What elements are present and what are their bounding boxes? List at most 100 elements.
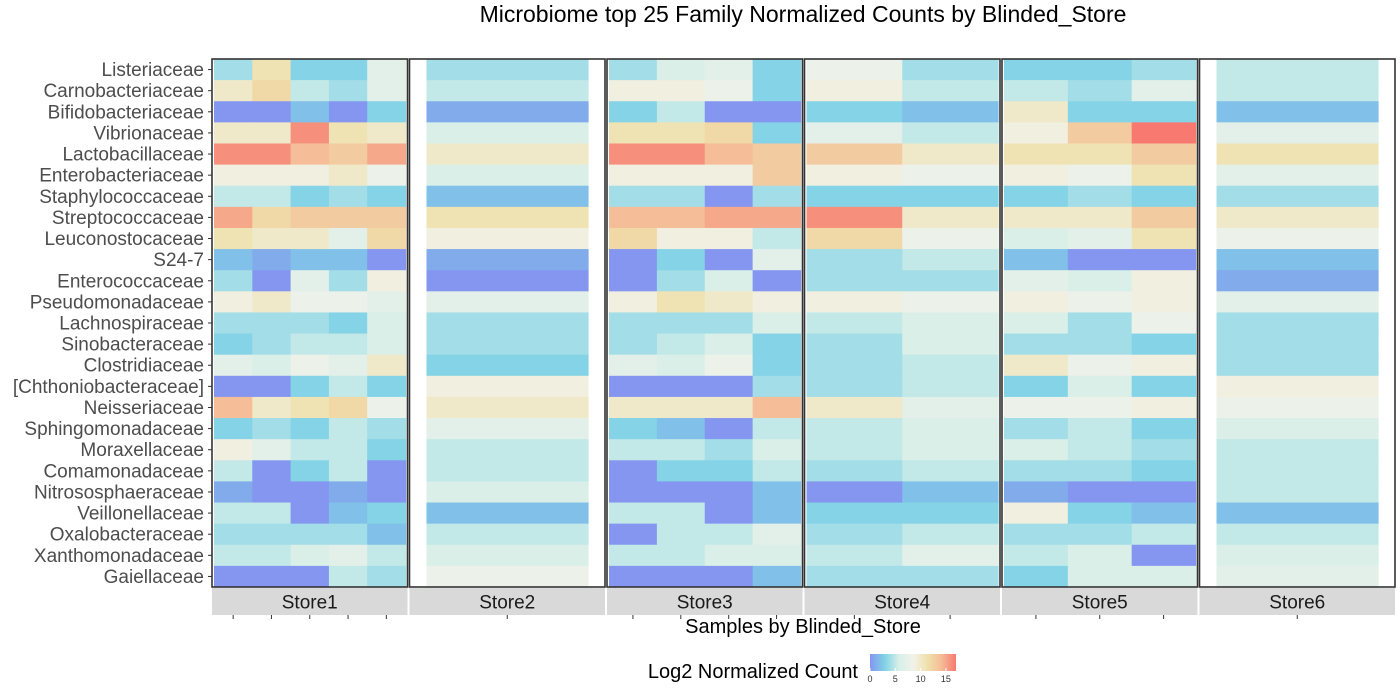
heatmap-cell xyxy=(806,502,903,525)
heatmap-cell xyxy=(752,185,802,208)
heatmap-cell xyxy=(1131,249,1197,271)
heatmap-cell xyxy=(367,375,407,398)
heatmap-cell xyxy=(704,481,754,504)
heatmap-cell xyxy=(1004,544,1069,567)
heatmap-cell xyxy=(902,523,999,546)
y-tick-label: Carnobacteriaceae xyxy=(43,81,204,102)
heatmap-cell xyxy=(252,101,292,123)
heatmap-cell xyxy=(1067,396,1133,419)
heatmap-cell xyxy=(426,164,589,187)
heatmap-cell xyxy=(252,143,292,166)
heatmap-cell xyxy=(328,354,368,377)
panel-border xyxy=(606,58,804,588)
heatmap-cell xyxy=(902,164,999,187)
heatmap-cell xyxy=(214,122,253,145)
heatmap-cell xyxy=(252,185,292,208)
heatmap-cell xyxy=(1131,291,1197,314)
store-strip xyxy=(1199,588,1395,615)
heatmap-cell xyxy=(290,333,330,356)
heatmap-cell xyxy=(656,375,706,398)
heatmap-cell xyxy=(252,523,292,546)
heatmap-cell xyxy=(1216,565,1379,588)
heatmap-cell xyxy=(704,439,754,461)
heatmap-cell xyxy=(214,460,253,482)
heatmap-cell xyxy=(1067,249,1133,271)
heatmap-cell xyxy=(609,418,658,440)
heatmap-cell xyxy=(1067,375,1133,398)
heatmap-cell xyxy=(1067,439,1133,461)
heatmap-cell xyxy=(609,460,658,482)
heatmap-cell xyxy=(609,59,658,81)
heatmap-cell xyxy=(609,270,658,292)
heatmap-cell xyxy=(367,164,407,187)
heatmap-cell xyxy=(1004,122,1069,145)
heatmap-cell xyxy=(426,312,589,335)
heatmap-cell xyxy=(426,396,589,419)
heatmap-cell xyxy=(367,418,407,440)
heatmap-cell xyxy=(704,333,754,356)
heatmap-cell xyxy=(704,185,754,208)
heatmap-cell xyxy=(328,565,368,588)
heatmap-cell xyxy=(367,270,407,292)
heatmap-cell xyxy=(426,481,589,504)
heatmap-cell xyxy=(704,164,754,187)
heatmap-cell xyxy=(656,122,706,145)
heatmap-cell xyxy=(328,164,368,187)
heatmap-cell xyxy=(1216,270,1379,292)
heatmap-cell xyxy=(1216,375,1379,398)
heatmap-cell xyxy=(1067,312,1133,335)
heatmap-cell xyxy=(1067,418,1133,440)
heatmap-cell xyxy=(1216,418,1379,440)
y-axis-tick-labels: ListeriaceaeCarnobacteriaceaeBifidobacte… xyxy=(13,60,204,588)
heatmap-cell xyxy=(367,80,407,102)
heatmap-cell xyxy=(806,122,903,145)
heatmap-cell xyxy=(752,481,802,504)
heatmap-cell xyxy=(367,354,407,377)
heatmap-cell xyxy=(1216,312,1379,335)
heatmap-cell xyxy=(1004,333,1069,356)
heatmap-cell xyxy=(328,59,368,81)
heatmap-cell xyxy=(252,80,292,102)
heatmap-cell xyxy=(252,481,292,504)
heatmap-cell xyxy=(806,206,903,229)
heatmap-cell xyxy=(1131,396,1197,419)
heatmap-cell xyxy=(609,523,658,546)
heatmap-cell xyxy=(806,460,903,482)
heatmap-cell xyxy=(752,122,802,145)
heatmap-cell xyxy=(704,396,754,419)
heatmap-cell xyxy=(752,143,802,166)
heatmap-cell xyxy=(806,291,903,314)
store-strip xyxy=(212,588,408,615)
heatmap-cell xyxy=(1131,59,1197,81)
heatmap-cell xyxy=(214,206,253,229)
y-tick-label: Clostridiaceae xyxy=(84,356,204,377)
heatmap-cell xyxy=(252,59,292,81)
store-panel xyxy=(1001,58,1199,588)
heatmap-cell xyxy=(902,565,999,588)
heatmap-cell xyxy=(1216,143,1379,166)
heatmap-cell xyxy=(656,439,706,461)
heatmap-cell xyxy=(1131,375,1197,398)
heatmap-cell xyxy=(328,206,368,229)
heatmap-cell xyxy=(902,333,999,356)
heatmap-cell xyxy=(328,291,368,314)
heatmap-cell xyxy=(656,396,706,419)
heatmap-cell xyxy=(752,375,802,398)
heatmap-cell xyxy=(290,481,330,504)
heatmap-cell xyxy=(214,143,253,166)
heatmap-cell xyxy=(902,291,999,314)
heatmap-cell xyxy=(426,101,589,123)
heatmap-cell xyxy=(704,80,754,102)
heatmap-cell xyxy=(1216,291,1379,314)
heatmap-cell xyxy=(290,565,330,588)
heatmap-cell xyxy=(752,291,802,314)
y-tick-label: Pseudomonadaceae xyxy=(30,292,204,313)
heatmap-cell xyxy=(252,460,292,482)
y-tick-label: Neisseriaceae xyxy=(84,398,204,419)
heatmap-cell xyxy=(328,122,368,145)
x-axis-title: Samples by Blinded_Store xyxy=(685,616,921,638)
heatmap-cell xyxy=(367,291,407,314)
heatmap-cell xyxy=(752,439,802,461)
heatmap-cell xyxy=(1067,270,1133,292)
